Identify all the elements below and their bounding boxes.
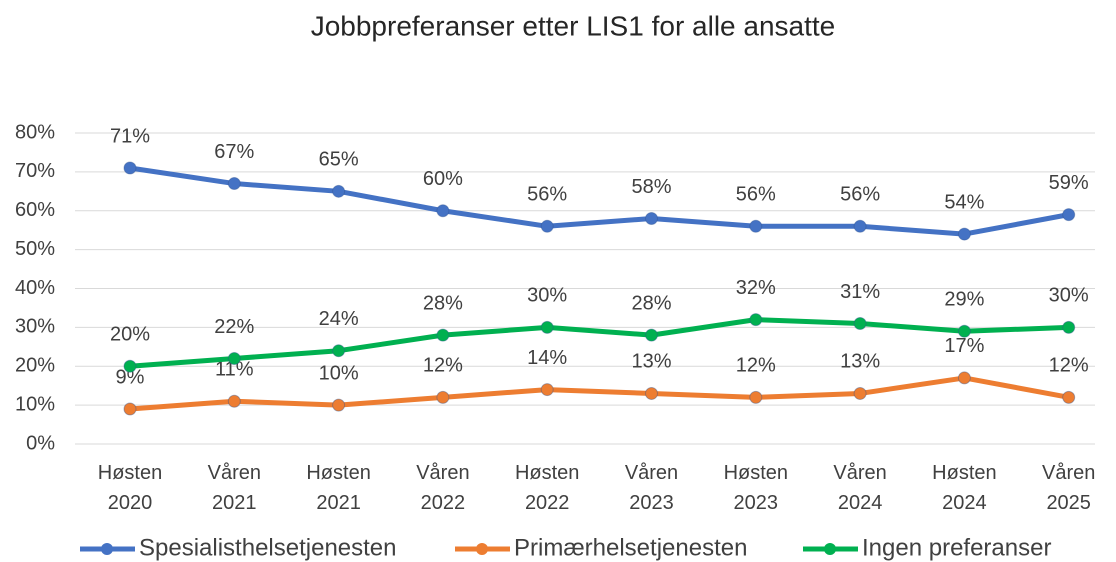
x-tick-label: Våren 2024: [833, 462, 886, 514]
data-label: 10%: [319, 362, 359, 384]
data-label: 56%: [736, 184, 776, 206]
data-point: [332, 398, 346, 412]
data-point: [540, 320, 554, 334]
x-tick-label: Høsten 2023: [724, 462, 788, 514]
data-point: [123, 161, 137, 175]
data-point: [123, 402, 137, 416]
y-tick-label: 70%: [15, 160, 55, 182]
data-label: 28%: [631, 292, 671, 314]
data-label: 24%: [319, 308, 359, 330]
data-label: 11%: [215, 359, 254, 381]
data-point: [853, 219, 867, 233]
data-point: [436, 328, 450, 342]
data-point: [227, 351, 241, 365]
data-point: [1062, 390, 1076, 404]
x-tick-label: Våren 2025: [1042, 462, 1095, 514]
legend-marker: [101, 543, 113, 555]
data-point: [645, 386, 658, 400]
y-tick-label: 30%: [15, 316, 55, 338]
data-point: [749, 390, 763, 404]
data-label: 54%: [944, 191, 984, 213]
legend-label: Primærhelsetjenesten: [514, 534, 747, 561]
data-point: [436, 204, 450, 218]
data-point: [332, 344, 346, 358]
data-point: [227, 394, 241, 408]
data-label: 30%: [1049, 285, 1089, 307]
data-label: 20%: [110, 324, 150, 346]
data-point: [1062, 208, 1076, 222]
legend-marker: [824, 543, 836, 555]
legend-marker: [476, 543, 488, 555]
data-label: 60%: [423, 168, 463, 190]
data-label: 13%: [840, 351, 880, 373]
data-point: [853, 386, 867, 400]
data-label: 32%: [736, 277, 776, 299]
data-label: 12%: [423, 355, 463, 377]
data-point: [1062, 320, 1076, 334]
data-label: 59%: [1049, 172, 1089, 194]
data-point: [332, 184, 346, 198]
series-line: [129, 317, 1069, 369]
x-tick-label: Høsten 2024: [932, 462, 996, 514]
data-label: 14%: [527, 347, 567, 369]
data-point: [957, 371, 971, 385]
data-label: 56%: [527, 184, 567, 206]
data-point: [123, 359, 137, 373]
data-label: 9%: [116, 366, 145, 388]
legend-label: Spesialisthelsetjenesten: [139, 534, 397, 561]
data-label: 22%: [214, 316, 254, 338]
y-tick-label: 0%: [26, 432, 55, 454]
data-point: [749, 313, 763, 327]
data-label: 58%: [631, 176, 671, 198]
data-label: 30%: [527, 285, 567, 307]
x-tick-label: Våren 2021: [208, 462, 261, 514]
y-tick-label: 60%: [15, 199, 55, 221]
x-tick-label: Høsten 2022: [515, 462, 579, 514]
data-label: 12%: [736, 355, 776, 377]
series-line: [129, 375, 1070, 412]
data-point: [540, 383, 554, 397]
data-label: 31%: [840, 281, 880, 303]
x-tick-label: Høsten 2021: [306, 462, 370, 514]
data-label: 56%: [840, 184, 880, 206]
data-label: 12%: [1049, 355, 1089, 377]
data-label: 71%: [110, 125, 150, 147]
y-tick-label: 10%: [15, 393, 55, 415]
data-point: [749, 219, 763, 233]
x-tick-label: Våren 2023: [625, 462, 678, 514]
data-label: 29%: [944, 289, 984, 311]
y-tick-label: 50%: [15, 238, 55, 260]
data-point: [645, 212, 658, 226]
data-label: 28%: [423, 292, 463, 314]
data-label: 67%: [214, 141, 254, 163]
y-tick-label: 40%: [15, 277, 55, 299]
series-line: [129, 165, 1070, 237]
y-tick-label: 20%: [15, 355, 55, 377]
data-label: 65%: [319, 149, 359, 171]
data-point: [957, 227, 971, 241]
data-point: [540, 219, 554, 233]
x-tick-label: Våren 2022: [416, 462, 469, 514]
data-point: [853, 316, 867, 330]
data-label: 17%: [944, 335, 984, 357]
legend-label: Ingen preferanser: [862, 534, 1051, 561]
data-point: [436, 390, 450, 404]
data-point: [645, 328, 658, 342]
data-point: [957, 324, 971, 338]
x-tick-label: Høsten 2020: [98, 462, 162, 514]
chart-title: Jobbpreferanser etter LIS1 for alle ansa…: [311, 10, 836, 41]
data-point: [227, 177, 241, 191]
data-label: 13%: [631, 351, 671, 373]
y-tick-label: 80%: [15, 121, 55, 143]
